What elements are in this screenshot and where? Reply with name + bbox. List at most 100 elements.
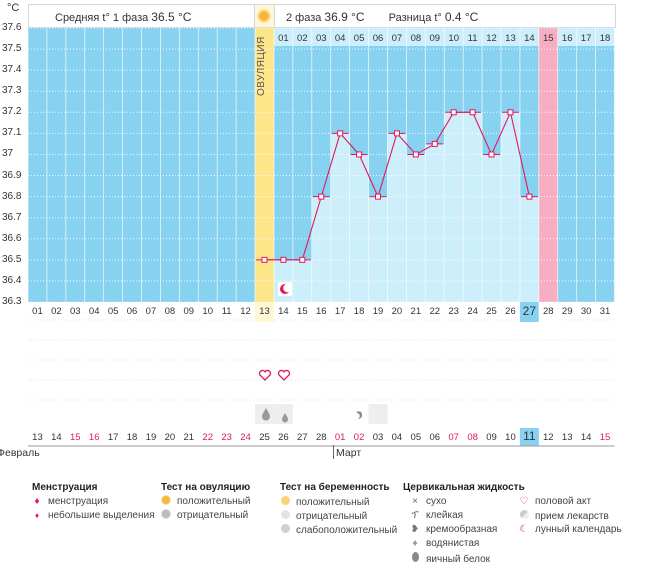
calendar-date[interactable]: 02: [353, 432, 365, 443]
cycle-day-label[interactable]: 03: [69, 306, 81, 317]
cycle-day-label[interactable]: 20: [391, 306, 403, 317]
temperature-point: [356, 151, 363, 158]
heart-icon[interactable]: [277, 368, 291, 382]
cycle-day-label[interactable]: 17: [334, 306, 346, 317]
watery-drop-icon[interactable]: [281, 410, 289, 423]
calendar-date[interactable]: 16: [88, 432, 100, 443]
calendar-date[interactable]: 05: [410, 432, 422, 443]
cycle-day-label[interactable]: 12: [240, 306, 251, 317]
y-tick-label: 36.3: [2, 296, 22, 308]
cycle-day-label[interactable]: 04: [88, 306, 100, 317]
cycle-day-label[interactable]: 11: [221, 306, 232, 317]
cycle-day-label[interactable]: 31: [599, 306, 611, 317]
calendar-date[interactable]: 27: [297, 432, 308, 443]
phase2-value: 36.9 °C: [324, 10, 365, 24]
moon-icon: ☾: [519, 524, 529, 535]
cycle-day-label[interactable]: 14: [278, 306, 289, 317]
legend-pregtest-weak: слабоположительный: [280, 524, 397, 536]
heart-icon[interactable]: [258, 368, 272, 382]
moon-icon[interactable]: [278, 282, 292, 296]
phase2-fill-bar: [425, 143, 445, 302]
y-tick-label: 37.4: [2, 64, 22, 76]
cycle-day-label[interactable]: 05: [107, 306, 119, 317]
phase1-header: Средняя t° 1 фаза 36.5 °C: [28, 4, 255, 28]
cycle-day-label[interactable]: 25: [486, 306, 497, 317]
phase2-fill-bar: [501, 112, 520, 302]
phase2-day-label: 12: [486, 33, 497, 44]
calendar-date[interactable]: 28: [315, 432, 327, 443]
calendar-date[interactable]: 21: [183, 432, 195, 443]
cycle-day-label[interactable]: 02: [51, 306, 62, 317]
calendar-date[interactable]: 09: [486, 432, 497, 443]
y-tick-label: 37: [2, 148, 14, 160]
phase1-value: 36.5 °C: [151, 10, 192, 24]
creamy-icon[interactable]: [353, 408, 365, 420]
calendar-date[interactable]: 04: [391, 432, 403, 443]
phase2-fill-bar: [463, 112, 483, 302]
watery-drop-icon: ♦: [412, 538, 418, 549]
cycle-day-label[interactable]: 16: [315, 306, 327, 317]
cycle-day-label[interactable]: 24: [467, 306, 478, 317]
cycle-day-label[interactable]: 15: [297, 306, 308, 317]
calendar-date[interactable]: 13: [561, 432, 573, 443]
calendar-date[interactable]: 15: [599, 432, 611, 443]
cycle-day-label[interactable]: 23: [448, 306, 459, 317]
cycle-day-label[interactable]: 22: [429, 306, 441, 317]
phase2-day-label: 06: [373, 33, 384, 44]
cycle-day-label[interactable]: 19: [372, 306, 384, 317]
current-day-highlight: [519, 302, 539, 322]
calendar-date[interactable]: 20: [164, 432, 176, 443]
cycle-day-label[interactable]: 13: [259, 306, 270, 317]
cycle-day-label[interactable]: 01: [32, 306, 43, 317]
diff-value: 0.4 °C: [444, 10, 479, 24]
phase2-fill-bar: [368, 196, 388, 302]
calendar-date[interactable]: 12: [542, 432, 554, 443]
menstruation-column: [538, 28, 558, 302]
calendar-date[interactable]: 14: [51, 432, 62, 443]
calendar-date[interactable]: 17: [107, 432, 119, 443]
phase2-day-label: 11: [468, 33, 478, 44]
calendar-date[interactable]: 26: [278, 432, 289, 443]
calendar-date[interactable]: 13: [32, 432, 43, 443]
phase2-fill-bar: [311, 196, 331, 302]
calendar-date[interactable]: 11: [523, 429, 536, 443]
calendar-date[interactable]: 08: [467, 432, 478, 443]
eggwhite-icon: [410, 552, 420, 565]
cycle-day-label[interactable]: 18: [353, 306, 365, 317]
phase2-fill-bar: [406, 154, 426, 302]
calendar-date[interactable]: 25: [259, 432, 270, 443]
calendar-date[interactable]: 23: [221, 432, 232, 443]
calendar-date[interactable]: 10: [505, 432, 516, 443]
cycle-day-label[interactable]: 10: [202, 306, 213, 317]
calendar-date[interactable]: 03: [372, 432, 384, 443]
calendar-date[interactable]: 24: [240, 432, 251, 443]
calendar-date[interactable]: 01: [334, 432, 346, 443]
cycle-day-label[interactable]: 26: [505, 306, 516, 317]
calendar-date[interactable]: 14: [580, 432, 592, 443]
calendar-date[interactable]: 19: [145, 432, 157, 443]
calendar-date[interactable]: 22: [202, 432, 213, 443]
y-tick-label: 37.1: [2, 127, 22, 139]
cycle-day-label[interactable]: 29: [561, 306, 573, 317]
cycle-day-label[interactable]: 30: [580, 306, 592, 317]
cycle-day-label[interactable]: 21: [410, 306, 422, 317]
temperature-point: [526, 193, 533, 200]
y-tick-label: 36.6: [2, 232, 22, 244]
cycle-day-label[interactable]: 27: [522, 304, 537, 318]
calendar-date[interactable]: 07: [448, 432, 459, 443]
phase2-day-label: 05: [354, 33, 365, 44]
calendar-date[interactable]: 06: [429, 432, 441, 443]
pregtest-weak-icon: [280, 524, 290, 536]
calendar-date[interactable]: 15: [69, 432, 81, 443]
cycle-day-label[interactable]: 08: [164, 306, 176, 317]
cycle-day-label[interactable]: 07: [145, 306, 157, 317]
cycle-day-label[interactable]: 06: [126, 306, 138, 317]
phase2-day-label: 09: [429, 33, 440, 44]
calendar-date[interactable]: 18: [126, 432, 138, 443]
temperature-point: [261, 256, 268, 263]
watery-drop-icon[interactable]: [261, 407, 271, 421]
legend: Менструация ♦ менструация ♦ небольшие выде…: [0, 470, 655, 587]
temperature-point: [280, 256, 287, 263]
cycle-day-label[interactable]: 28: [542, 306, 554, 317]
cycle-day-label[interactable]: 09: [183, 306, 195, 317]
